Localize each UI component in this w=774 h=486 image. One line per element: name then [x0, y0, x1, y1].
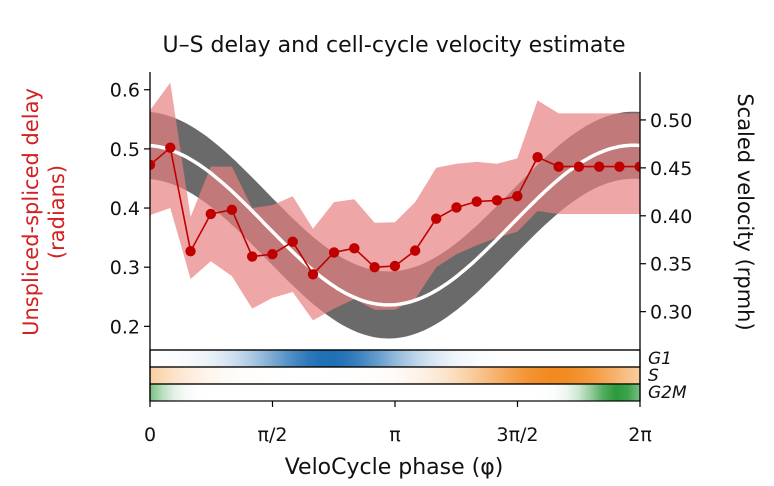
y-right-tick-label: 0.35: [650, 254, 692, 276]
x-tick-label: π/2: [258, 424, 288, 446]
delay-point: [532, 151, 543, 163]
delay-point: [205, 208, 217, 220]
delay-point: [451, 202, 462, 213]
y-axis-left-label: Unspliced-spliced delay (radians): [19, 88, 69, 336]
delay-point: [267, 248, 278, 260]
x-axis-label: VeloCycle phase (φ): [285, 455, 504, 480]
delay-point: [226, 204, 238, 216]
y-left-tick-label: 0.5: [110, 139, 140, 161]
x-tick-label: π: [389, 424, 400, 446]
chart-title: U–S delay and cell-cycle velocity estima…: [163, 33, 626, 58]
phase-bar-label-s: S: [648, 366, 659, 386]
delay-point: [185, 246, 196, 257]
delay-point: [614, 161, 625, 172]
delay-point: [246, 251, 258, 262]
y-left-tick-label: 0.2: [110, 316, 140, 338]
delay-point: [165, 142, 176, 153]
phase-bar-g1: [149, 349, 641, 368]
delay-band: [150, 82, 640, 321]
delay-point: [431, 213, 442, 224]
x-tick-label: 0: [144, 424, 156, 446]
x-tick-label: 3π/2: [496, 424, 538, 446]
y-right-tick-label: 0.40: [650, 206, 692, 228]
y-axis-left-label-line: Unspliced-spliced delay: [19, 88, 43, 336]
delay-point: [328, 247, 340, 258]
delay-point: [593, 161, 605, 172]
delay-point: [287, 236, 298, 247]
y-right-tick-label: 0.45: [650, 158, 692, 180]
phase-bar-g2m: [149, 383, 641, 402]
delay-point: [389, 260, 401, 272]
phase-bar-s: [149, 366, 641, 385]
velocity-mean-line: [150, 143, 640, 307]
y-right-tick-label: 0.30: [650, 302, 692, 324]
axes: 0.2 0.3 0.4 0.5 0.6 0.30 0.35 0.40 0.45 0.50 0 π/2 π…: [110, 72, 692, 446]
phase-bar-label-g2m: G2M: [648, 383, 687, 403]
delay-point: [512, 191, 523, 202]
y-axis-left-label-line: (radians): [45, 165, 69, 259]
delay-point: [491, 195, 503, 206]
delay-point: [369, 261, 380, 273]
delay-point: [349, 243, 360, 254]
y-left-tick-label: 0.6: [110, 80, 140, 102]
delay-point: [634, 161, 640, 172]
delay-point: [553, 161, 564, 172]
x-tick-label: 2π: [628, 424, 652, 446]
phase-bar-label-g1: G1: [648, 349, 672, 369]
delay-point: [409, 245, 421, 256]
delay-point: [307, 269, 319, 280]
delay-point: [150, 159, 156, 171]
delay-point: [573, 161, 585, 172]
y-left-tick-label: 0.4: [110, 198, 140, 220]
y-right-tick-label: 0.50: [650, 110, 692, 132]
delay-point: [471, 196, 482, 207]
plot-area: [150, 82, 640, 339]
y-axis-right-label: Scaled velocity (rpmh): [733, 93, 757, 330]
y-left-tick-label: 0.3: [110, 257, 140, 279]
